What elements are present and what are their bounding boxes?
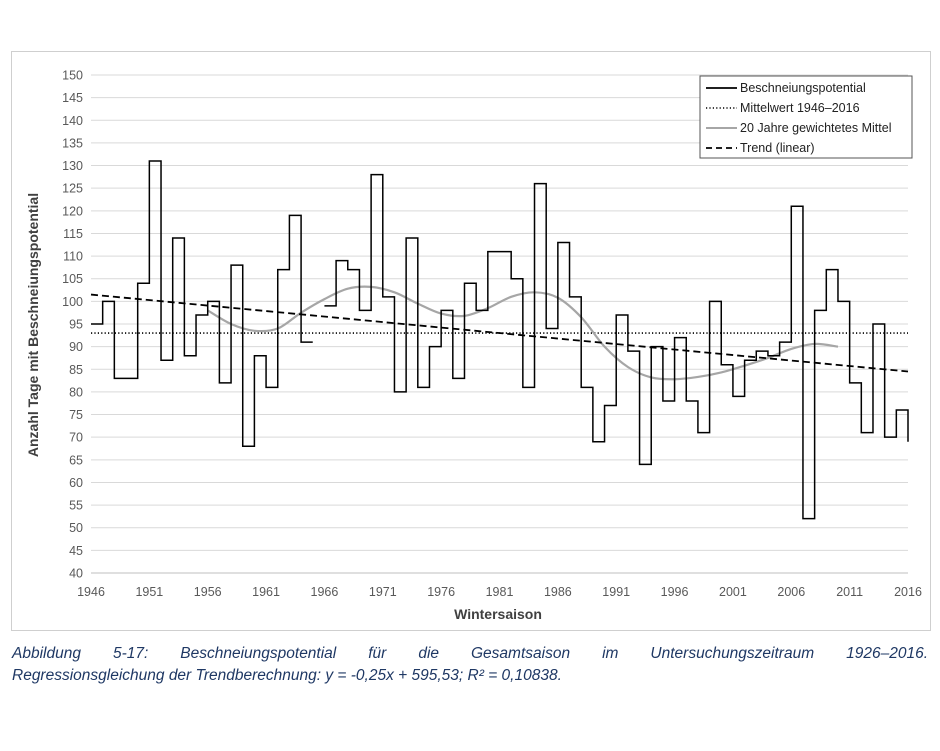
legend: Beschneiungspotential Mittelwert 1946–20… [699, 75, 913, 159]
y-tick-label: 50 [69, 521, 83, 535]
x-tick-label: 1976 [427, 585, 455, 599]
chart-area: 40 45 50 55 60 65 70 75 80 85 90 95 100 105 110 115 120 1… [25, 69, 922, 623]
legend-label-mittelwert: Mittelwert 1946–2016 [740, 101, 860, 115]
y-tick-label: 75 [69, 408, 83, 422]
x-tick-label: 2001 [719, 585, 747, 599]
series-beschneiungspotential [91, 160, 909, 520]
y-tick-label: 100 [62, 295, 83, 309]
x-tick-label: 2011 [836, 585, 863, 599]
y-tick-label: 65 [69, 453, 83, 467]
y-tick-label: 90 [69, 340, 83, 354]
x-tick-label: 1991 [602, 585, 630, 599]
y-tick-label: 85 [69, 363, 83, 377]
y-tick-label: 95 [69, 318, 83, 332]
x-axis-title: Wintersaison [454, 606, 542, 622]
x-tick-label: 1971 [369, 585, 397, 599]
y-tick-label: 130 [62, 159, 83, 173]
y-tick-label: 115 [63, 227, 83, 241]
x-tick-label: 1951 [135, 585, 163, 599]
x-axis-ticks: 1946 1951 1956 1961 1966 1971 1976 1981 1986 1991… [77, 585, 922, 599]
y-tick-label: 110 [63, 250, 83, 264]
legend-box [699, 75, 913, 159]
x-tick-label: 2006 [777, 585, 805, 599]
series-trend [90, 293, 909, 373]
x-tick-label: 1961 [252, 585, 280, 599]
legend-label-gewichtetes-mittel: 20 Jahre gewichtetes Mittel [740, 121, 891, 135]
y-tick-label: 120 [62, 204, 83, 218]
caption-line-2: Regressionsgleichung der Trendberechnung… [12, 667, 562, 684]
x-tick-label: 2016 [894, 585, 922, 599]
y-axis-ticks: 40 45 50 55 60 65 70 75 80 85 90 95 100 105 110 115 120 1… [62, 69, 83, 581]
y-tick-label: 40 [69, 567, 83, 581]
x-tick-label: 1996 [661, 585, 689, 599]
y-tick-label: 140 [62, 114, 83, 128]
x-tick-label: 1966 [311, 585, 339, 599]
x-tick-label: 1956 [194, 585, 222, 599]
legend-label-trend: Trend (linear) [740, 141, 815, 155]
figure-caption: Abbildung 5-17: Beschneiungspotential fü… [12, 643, 928, 687]
y-tick-label: 135 [62, 136, 83, 150]
y-tick-label: 105 [62, 272, 83, 286]
y-axis-title: Anzahl Tage mit Beschneiungspotential [25, 193, 41, 457]
y-tick-label: 80 [69, 385, 83, 399]
y-tick-label: 150 [62, 69, 83, 83]
series-group [90, 160, 909, 520]
x-tick-label: 1986 [544, 585, 572, 599]
x-tick-label: 1981 [486, 585, 514, 599]
legend-label-beschneiungspotential: Beschneiungspotential [740, 81, 866, 95]
y-tick-label: 55 [69, 499, 83, 513]
y-tick-label: 45 [69, 544, 83, 558]
x-tick-label: 1946 [77, 585, 105, 599]
y-tick-label: 125 [62, 182, 83, 196]
caption-line-1: Abbildung 5-17: Beschneiungspotential fü… [12, 645, 928, 662]
gridlines [91, 74, 908, 574]
y-tick-label: 145 [62, 91, 83, 105]
y-tick-label: 60 [69, 476, 83, 490]
y-tick-label: 70 [69, 431, 83, 445]
